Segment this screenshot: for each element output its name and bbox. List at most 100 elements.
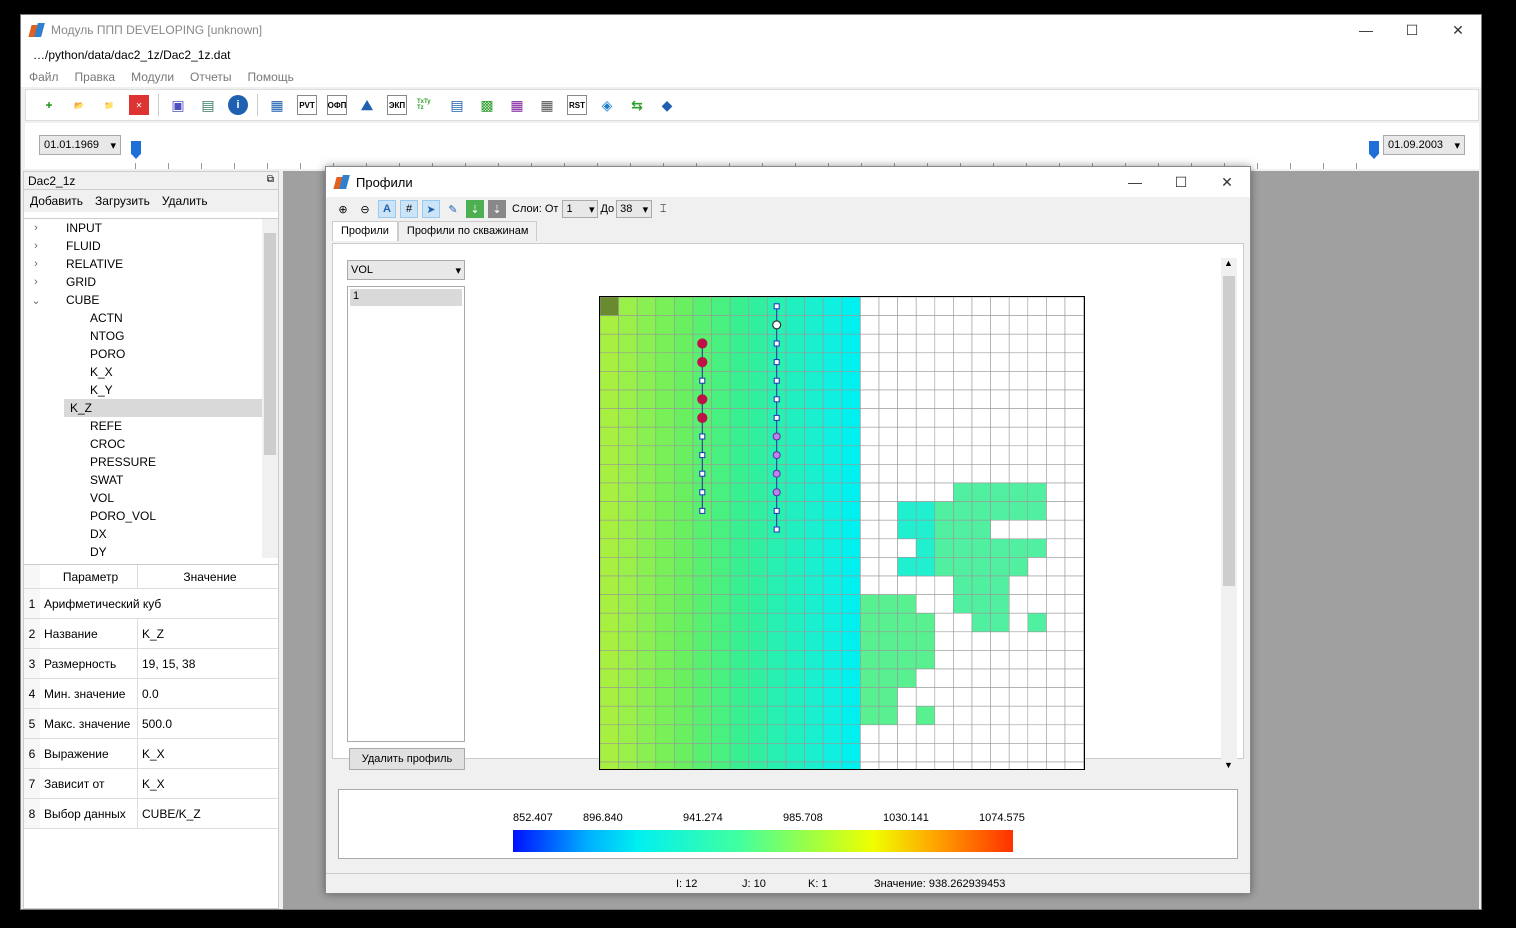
grid-cell[interactable] [1008,650,1029,670]
grid-cell[interactable] [636,315,657,335]
grid-cell[interactable] [674,557,694,577]
save-as-icon[interactable]: ▤ [201,96,215,113]
table-row[interactable]: 7 Зависит от K_X [24,769,278,799]
grid-cell[interactable] [897,352,917,372]
grid-cell[interactable] [748,761,768,770]
grid-cell[interactable] [1046,687,1066,707]
grid-cell[interactable] [600,333,619,354]
grid-cell[interactable] [953,445,973,465]
grid-cell[interactable] [990,687,1010,707]
grid-cell[interactable] [953,371,973,391]
grid-cell[interactable] [990,445,1010,465]
grid-cell[interactable] [860,557,880,577]
export-icon[interactable]: ⇆ [631,96,643,113]
grid-cell[interactable] [822,575,843,595]
grid-cell[interactable] [934,426,954,447]
grid-cell[interactable] [934,557,954,577]
grid-cell[interactable] [897,464,917,484]
grid-cell[interactable] [1064,408,1084,428]
grid-cell[interactable] [878,315,898,335]
grid-cell[interactable] [692,668,712,688]
delete-button[interactable]: Удалить [161,194,208,208]
grid-cell[interactable] [897,482,917,502]
grid-cell[interactable] [618,594,638,614]
grid-cell[interactable] [953,575,973,595]
grid-cell[interactable] [841,352,861,372]
grid-cell[interactable] [748,705,768,726]
grid-cell[interactable] [1046,482,1066,502]
grid-cell[interactable] [822,557,843,577]
grid-cell[interactable] [897,724,917,744]
grid-cell[interactable] [934,705,954,726]
grid-cell[interactable] [822,315,843,335]
grid-cell[interactable] [990,705,1010,726]
grid-cell[interactable] [1046,333,1066,354]
menu-reports[interactable]: Отчеты [190,70,232,84]
well-node[interactable] [773,414,780,421]
grid-cell[interactable] [655,482,675,502]
grid-cell[interactable] [692,743,712,763]
grid-cell[interactable] [785,687,805,707]
grid-cell[interactable] [822,761,843,770]
grid-cell[interactable] [748,668,768,688]
grid-cell[interactable] [729,408,750,428]
grid-cell[interactable] [600,724,619,744]
grid-cell[interactable] [767,668,787,688]
grid-cell[interactable] [692,631,712,651]
grid-cell[interactable] [1027,333,1047,354]
grid-cell[interactable] [767,724,787,744]
grid-cell[interactable] [711,482,731,502]
grid-cell[interactable] [636,724,657,744]
well-perforation-marker[interactable] [772,469,781,478]
grid-cell[interactable] [1027,538,1047,558]
value-cell[interactable]: K_Z [142,626,165,641]
grid-cell[interactable] [1008,426,1029,447]
grid-cell[interactable] [1046,538,1066,558]
grid-cell[interactable] [1008,297,1029,316]
grid-cell[interactable] [860,705,880,726]
grid-cell[interactable] [953,631,973,651]
grid-cell[interactable] [1064,724,1084,744]
grid-cell[interactable] [953,482,973,502]
grid-cell[interactable] [729,482,750,502]
grid-cell[interactable] [655,705,675,726]
grid-cell[interactable] [711,408,731,428]
grid-cell[interactable] [804,705,824,726]
grid-cell[interactable] [636,687,657,707]
grid-cell[interactable] [729,538,750,558]
grid-cell[interactable] [934,668,954,688]
grid-cell[interactable] [971,724,991,744]
grid-cell[interactable] [915,724,936,744]
grid-cell[interactable] [711,501,731,521]
grid-cell[interactable] [1027,575,1047,595]
grid-cell[interactable] [785,464,805,484]
grid-cell[interactable] [953,408,973,428]
grid-cell[interactable] [1027,631,1047,651]
tree-item[interactable]: › GRID [24,273,278,291]
grid-cell[interactable] [600,464,619,484]
grid-cell[interactable] [990,501,1010,521]
grid-cell[interactable] [915,538,936,558]
grid-cell[interactable] [822,743,843,763]
layers-icon[interactable]: ⌶ [659,202,667,215]
value-cell[interactable]: 0.0 [142,686,159,701]
grid-cell[interactable] [1008,557,1029,577]
grid-cell[interactable] [655,594,675,614]
grid-cell[interactable] [711,538,731,558]
grid-cell[interactable] [804,426,824,447]
grid-cell[interactable] [897,519,917,540]
grid-cell[interactable] [1027,352,1047,372]
grid-cell[interactable] [841,519,861,540]
grid-cell[interactable] [953,297,973,316]
grid-cell[interactable] [822,352,843,372]
grid-cell[interactable] [767,761,787,770]
grid-cell[interactable] [785,333,805,354]
grid-cell[interactable] [953,594,973,614]
grid-cell[interactable] [1008,464,1029,484]
table-row[interactable]: 4 Мин. значение 0.0 [24,679,278,709]
grid-cell[interactable] [897,668,917,688]
grid-cell[interactable] [971,761,991,770]
grid-cell[interactable] [878,501,898,521]
grid-cell[interactable] [878,557,898,577]
grid-cell[interactable] [990,333,1010,354]
